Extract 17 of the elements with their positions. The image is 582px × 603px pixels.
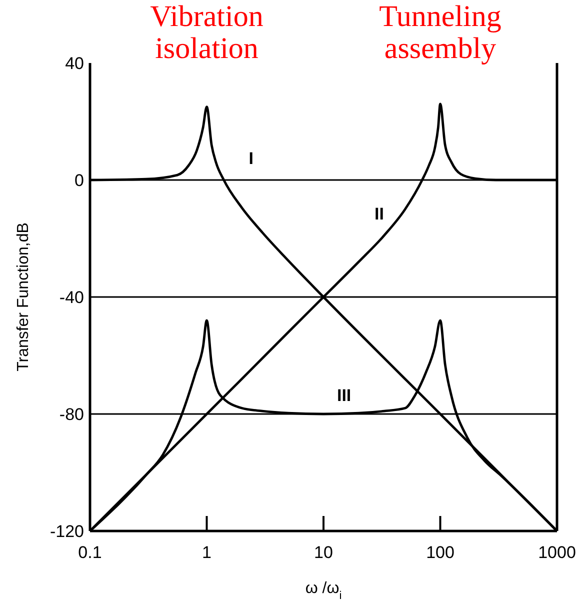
y-tick-label: -120 xyxy=(50,522,84,541)
annotation: Vibration isolation xyxy=(150,0,264,65)
y-tick-label: -40 xyxy=(59,288,84,307)
y-tick-label: 40 xyxy=(65,54,84,73)
x-tick-label: 0.1 xyxy=(78,543,102,562)
annotation: Tunneling assembly xyxy=(379,0,502,65)
y-axis-title: Transfer Function,dB xyxy=(15,222,32,372)
x-tick-label: 10 xyxy=(314,543,333,562)
x-tick-label: 1 xyxy=(202,543,212,562)
y-tick-label: 0 xyxy=(74,171,84,190)
x-axis-title: ω /ω$_{i}$ xyxy=(305,580,342,602)
series-label: I xyxy=(248,149,254,168)
series-label: III xyxy=(336,386,352,405)
y-tick-label: -80 xyxy=(59,405,84,424)
series-label: II xyxy=(374,204,384,224)
x-tick-label: 1000 xyxy=(538,543,576,562)
x-tick-label: 100 xyxy=(426,543,454,562)
